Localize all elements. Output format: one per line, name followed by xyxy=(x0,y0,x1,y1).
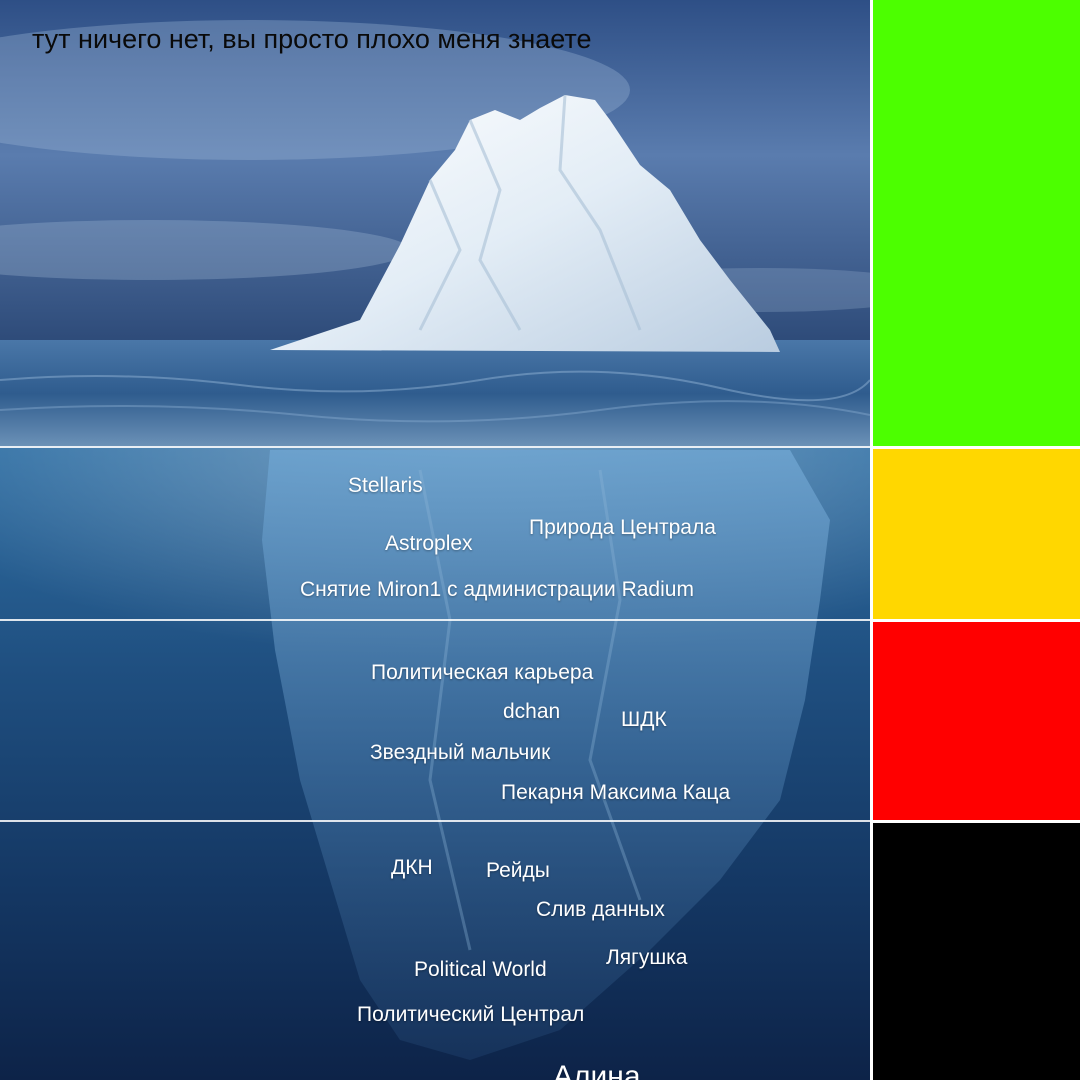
label-astroplex: Astroplex xyxy=(385,532,473,555)
tier-divider-3 xyxy=(0,820,870,822)
label-reidy: Рейды xyxy=(486,859,550,882)
label-priroda-centrala: Природа Централа xyxy=(529,516,716,539)
label-alina: Алина xyxy=(553,1060,641,1080)
label-politichesky-central: Политический Централ xyxy=(357,1003,585,1026)
label-pekarnya-katsa: Пекарня Максима Каца xyxy=(501,781,731,804)
iceberg-illustration xyxy=(0,0,870,1080)
tier-bar-black xyxy=(873,823,1080,1080)
label-dchan: dchan xyxy=(503,700,561,723)
label-snyatie-miron1: Снятие Miron1 с администрации Radium xyxy=(300,578,694,601)
tier-bar-yellow xyxy=(873,449,1080,619)
tier-bar-red xyxy=(873,622,1080,820)
label-politicheskaya-karera: Политическая карьера xyxy=(371,661,594,684)
tier-color-column xyxy=(870,0,1080,1080)
label-political-world: Political World xyxy=(414,958,547,981)
tier-divider-1 xyxy=(0,446,870,448)
label-lyagushka: Лягушка xyxy=(606,946,688,969)
iceberg-image: тут ничего нет, вы просто плохо меня зна… xyxy=(0,0,870,1080)
label-sliv-dannykh: Слив данных xyxy=(536,898,665,921)
label-shdk: ШДК xyxy=(621,708,667,731)
tier-divider-2 xyxy=(0,619,870,621)
label-zvezdny-malchik: Звездный мальчик xyxy=(370,741,551,764)
meme-title: тут ничего нет, вы просто плохо меня зна… xyxy=(32,24,592,54)
label-dkn: ДКН xyxy=(391,856,433,879)
label-stellaris: Stellaris xyxy=(348,474,423,497)
tier-bar-green xyxy=(873,0,1080,446)
